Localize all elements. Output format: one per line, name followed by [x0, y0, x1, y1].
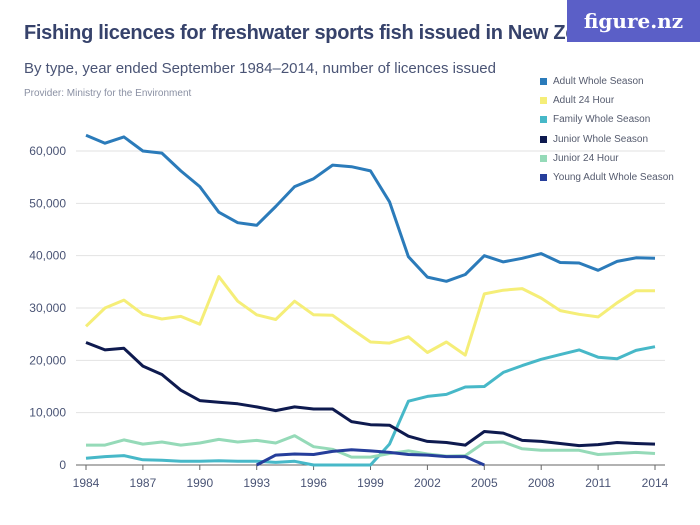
- x-tick-label: 1984: [73, 476, 100, 490]
- legend-item[interactable]: Family Whole Season: [540, 110, 674, 129]
- legend-item[interactable]: Adult Whole Season: [540, 72, 674, 91]
- series-line-junior-24-hour[interactable]: [86, 434, 656, 459]
- x-tick-label: 2014: [642, 476, 669, 490]
- chart-title: Fishing licences for freshwater sports f…: [24, 22, 627, 44]
- legend: Adult Whole Season Adult 24 Hour Family Wh…: [540, 72, 674, 187]
- y-tick-label: 20,000: [29, 353, 66, 367]
- figure-nz-logo[interactable]: figure.nz: [567, 0, 700, 42]
- legend-swatch: [540, 135, 547, 143]
- series-line-adult-whole-season[interactable]: [85, 133, 656, 283]
- x-tick-label: 2005: [471, 476, 498, 490]
- x-tick-label: 1987: [130, 476, 157, 490]
- legend-label: Adult 24 Hour: [553, 95, 615, 107]
- x-tick-label: 1993: [243, 476, 270, 490]
- x-tick-label: 2011: [585, 476, 611, 490]
- legend-item[interactable]: Adult 24 Hour: [540, 91, 674, 110]
- y-tick-label: 50,000: [29, 196, 66, 210]
- series-line-family-whole-season[interactable]: [85, 345, 656, 467]
- legend-swatch: [540, 154, 547, 162]
- legend-label: Junior Whole Season: [553, 133, 649, 145]
- y-tick-label: 40,000: [29, 249, 66, 263]
- provider-note: Provider: Ministry for the Environment: [24, 88, 192, 99]
- legend-label: Young Adult Whole Season: [553, 172, 674, 184]
- series-line-adult-24-hour[interactable]: [84, 275, 655, 357]
- legend-item[interactable]: Young Adult Whole Season: [540, 168, 674, 187]
- legend-swatch: [540, 78, 547, 86]
- x-tick-label: 2008: [528, 476, 555, 490]
- y-tick-label: 10,000: [29, 406, 66, 420]
- legend-label: Family Whole Season: [553, 114, 651, 126]
- legend-item[interactable]: Junior 24 Hour: [540, 149, 674, 168]
- x-tick-label: 1990: [186, 476, 213, 490]
- x-tick-label: 1999: [357, 476, 384, 490]
- chart-subtitle: By type, year ended September 1984–2014,…: [24, 60, 496, 77]
- legend-label: Junior 24 Hour: [553, 152, 619, 164]
- x-tick-label: 1996: [300, 476, 327, 490]
- x-tick-label: 2002: [414, 476, 441, 490]
- legend-swatch: [540, 174, 547, 182]
- legend-label: Adult Whole Season: [553, 76, 644, 88]
- legend-swatch: [540, 116, 547, 124]
- y-tick-label: 0: [59, 458, 66, 472]
- y-tick-label: 60,000: [29, 144, 66, 158]
- legend-item[interactable]: Junior Whole Season: [540, 130, 674, 149]
- series-line-junior-whole-season[interactable]: [85, 341, 656, 448]
- y-tick-label: 30,000: [29, 301, 66, 315]
- legend-swatch: [540, 97, 547, 105]
- series-line-young-adult-whole-season[interactable]: [256, 448, 485, 467]
